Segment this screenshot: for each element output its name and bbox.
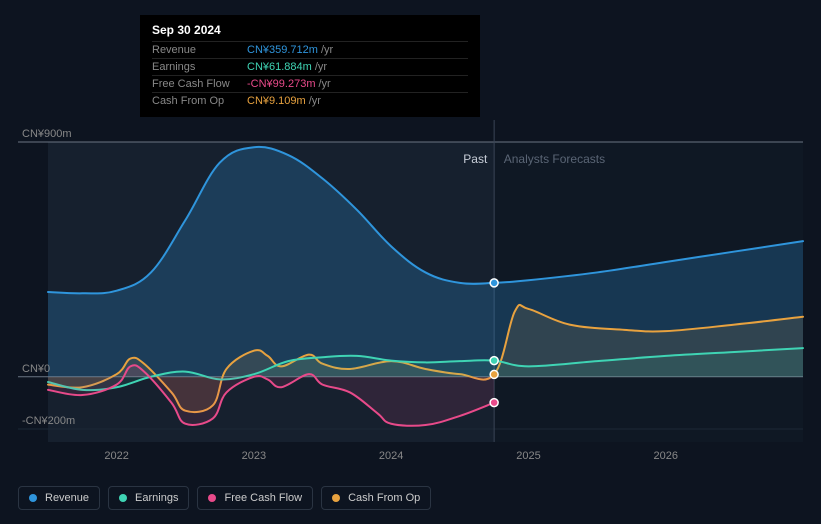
legend-label: Earnings [135, 492, 178, 504]
legend-label: Free Cash Flow [224, 492, 302, 504]
legend-label: Revenue [45, 492, 89, 504]
y-axis-label: -CN¥200m [22, 415, 75, 427]
tooltip-metric-value: -CN¥99.273m [247, 78, 315, 90]
x-axis-label: 2022 [104, 450, 128, 462]
tooltip-metric-value: CN¥61.884m [247, 61, 312, 73]
legend-item[interactable]: Revenue [18, 486, 100, 510]
y-axis-label: CN¥0 [22, 363, 50, 375]
tooltip-row: EarningsCN¥61.884m/yr [152, 58, 468, 75]
region-label: Analysts Forecasts [504, 152, 605, 166]
tooltip-row: RevenueCN¥359.712m/yr [152, 41, 468, 58]
financials-chart[interactable]: CN¥900m CN¥0 -CN¥200m 2022 2023 2024 2025 2026 P… [0, 120, 821, 460]
x-axis-label: 2026 [653, 450, 677, 462]
x-axis-label: 2024 [379, 450, 403, 462]
legend-dot-icon [29, 494, 37, 502]
chart-tooltip: Sep 30 2024 RevenueCN¥359.712m/yrEarning… [140, 15, 480, 117]
legend-dot-icon [332, 494, 340, 502]
legend-dot-icon [119, 494, 127, 502]
x-axis-label: 2023 [242, 450, 266, 462]
legend-label: Cash From Op [348, 492, 420, 504]
tooltip-metric-value: CN¥9.109m [247, 95, 306, 107]
tooltip-row: Cash From OpCN¥9.109m/yr [152, 92, 468, 109]
tooltip-metric-value: CN¥359.712m [247, 44, 318, 56]
chart-legend: Revenue Earnings Free Cash Flow Cash From O… [18, 486, 431, 510]
y-axis-label: CN¥900m [22, 128, 72, 140]
tooltip-unit: /yr [315, 61, 327, 73]
tooltip-row: Free Cash Flow-CN¥99.273m/yr [152, 75, 468, 92]
tooltip-metric-label: Cash From Op [152, 95, 247, 107]
legend-dot-icon [208, 494, 216, 502]
tooltip-unit: /yr [321, 44, 333, 56]
x-axis-label: 2025 [516, 450, 540, 462]
legend-item[interactable]: Earnings [108, 486, 189, 510]
tooltip-unit: /yr [318, 78, 330, 90]
legend-item[interactable]: Cash From Op [321, 486, 431, 510]
legend-item[interactable]: Free Cash Flow [197, 486, 313, 510]
chart-svg [0, 120, 821, 460]
tooltip-metric-label: Revenue [152, 44, 247, 56]
tooltip-date: Sep 30 2024 [152, 23, 468, 37]
region-label: Past [463, 152, 487, 166]
tooltip-metric-label: Free Cash Flow [152, 78, 247, 90]
tooltip-unit: /yr [309, 95, 321, 107]
tooltip-metric-label: Earnings [152, 61, 247, 73]
